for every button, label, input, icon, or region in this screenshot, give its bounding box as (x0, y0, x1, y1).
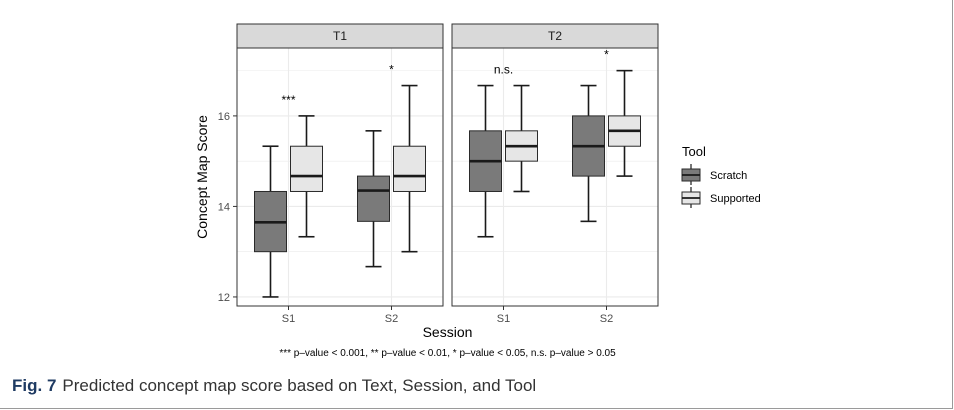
panel-border (451, 47, 659, 307)
figure-caption-text: Predicted concept map score based on Tex… (62, 376, 537, 395)
figure-caption: Fig. 7 Predicted concept map score based … (12, 376, 536, 396)
facet-strip (451, 23, 659, 49)
x-tick-label: S2 (385, 313, 398, 325)
y-tick-label: 12 (218, 292, 230, 304)
box-scratch (357, 175, 390, 222)
legend-title: Tool (682, 144, 706, 159)
panel-border (236, 47, 444, 307)
legend-item-label: Scratch (710, 170, 747, 182)
significance-label: n.s. (494, 63, 513, 77)
legend-item-label: Supported (710, 193, 761, 205)
y-tick-label: 16 (218, 111, 230, 123)
significance-label: * (604, 48, 609, 62)
facet-strip-label: T2 (548, 29, 562, 43)
facet-strip-label: T1 (333, 29, 347, 43)
figure-label: Fig. 7 (12, 376, 57, 395)
x-axis-title: Session (423, 324, 473, 340)
significance-label: *** (281, 93, 295, 107)
x-tick-label: S1 (497, 313, 510, 325)
facet-strip (236, 23, 444, 49)
y-tick-label: 14 (218, 201, 230, 213)
x-tick-label: S2 (600, 313, 613, 325)
x-tick-label: S1 (282, 313, 295, 325)
significance-footnote: *** p–value < 0.001, ** p–value < 0.01, … (279, 348, 616, 359)
significance-label: * (389, 63, 394, 77)
box-supported (393, 145, 426, 192)
y-axis-title: Concept Map Score (194, 115, 210, 239)
box-supported (290, 145, 323, 192)
